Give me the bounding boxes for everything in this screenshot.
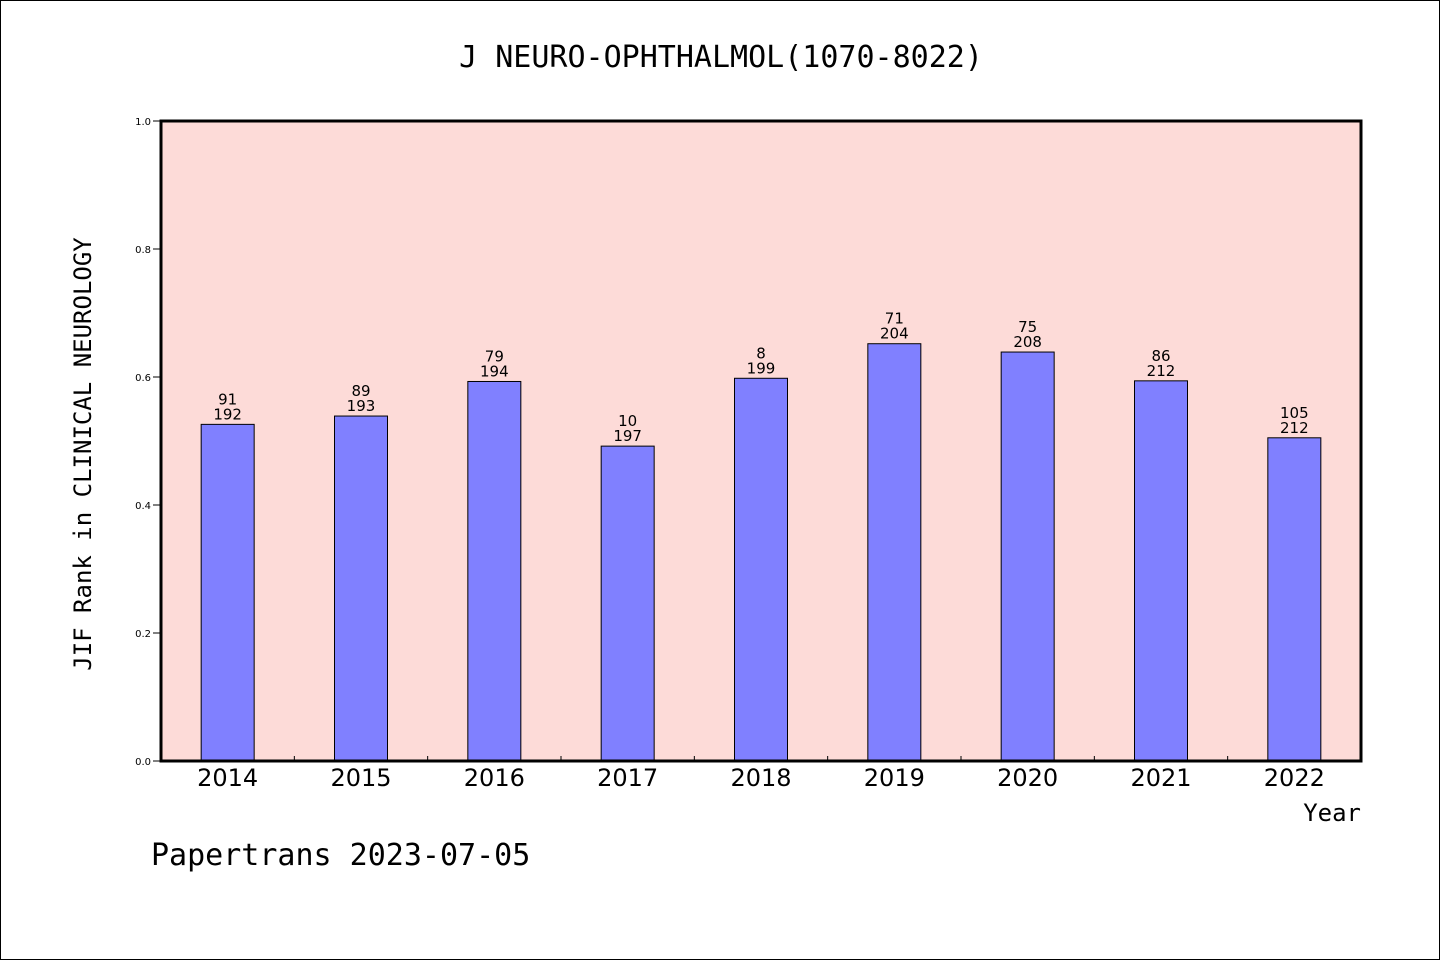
bar bbox=[867, 343, 922, 762]
x-tick-label: 2021 bbox=[1130, 764, 1191, 792]
footer-text: Papertrans 2023-07-05 bbox=[151, 838, 530, 873]
y-tick-label: 1.0 bbox=[135, 117, 151, 128]
bar-label-rank: 75 bbox=[1018, 318, 1037, 336]
bar bbox=[734, 377, 788, 762]
y-axis-label: JIF Rank in CLINICAL NEUROLOGY bbox=[69, 237, 97, 671]
bar-label-total: 204 bbox=[880, 325, 909, 343]
bar bbox=[467, 380, 522, 762]
bar-label-total: 212 bbox=[1147, 362, 1176, 380]
bar-label-total: 197 bbox=[613, 427, 642, 445]
bar-label-total: 193 bbox=[347, 397, 376, 415]
x-tick-label: 2015 bbox=[330, 764, 391, 792]
y-tick-label: 0.4 bbox=[135, 501, 151, 512]
chart-title: J NEURO-OPHTHALMOL(1070-8022) bbox=[459, 40, 983, 75]
x-tick-label: 2016 bbox=[464, 764, 525, 792]
bar bbox=[1267, 437, 1322, 762]
y-tick-label: 0.6 bbox=[135, 373, 151, 384]
x-tick-label: 2018 bbox=[730, 764, 791, 792]
bar bbox=[200, 423, 255, 762]
bar-label-total: 212 bbox=[1280, 419, 1309, 437]
bar-label-rank: 71 bbox=[885, 310, 904, 328]
bar-label-rank: 91 bbox=[218, 390, 237, 408]
bar bbox=[1000, 351, 1055, 762]
bar-label-rank: 10 bbox=[618, 412, 637, 430]
bar-label-rank: 89 bbox=[351, 382, 370, 400]
x-tick-label: 2014 bbox=[197, 764, 258, 792]
y-tick-label: 0.0 bbox=[135, 757, 151, 768]
bar bbox=[1134, 380, 1188, 762]
x-tick-label: 2017 bbox=[597, 764, 658, 792]
bar-label-total: 199 bbox=[747, 359, 776, 377]
x-axis-label: Year bbox=[1303, 799, 1361, 827]
bar-label-rank: 86 bbox=[1151, 347, 1170, 365]
bar bbox=[334, 415, 388, 762]
y-tick-label: 0.8 bbox=[135, 245, 151, 256]
bar-label-rank: 8 bbox=[756, 344, 766, 362]
bar bbox=[600, 445, 655, 762]
bar-label-total: 192 bbox=[213, 405, 242, 423]
x-tick-label: 2020 bbox=[997, 764, 1058, 792]
x-tick-label: 2019 bbox=[864, 764, 925, 792]
bar-label-rank: 79 bbox=[485, 347, 504, 365]
x-tick-label: 2022 bbox=[1264, 764, 1325, 792]
plot-border bbox=[159, 119, 1363, 763]
bar-label-rank: 105 bbox=[1280, 404, 1309, 422]
bar-label-total: 208 bbox=[1013, 333, 1042, 351]
y-tick-label: 0.2 bbox=[135, 629, 151, 640]
bar-label-total: 194 bbox=[480, 362, 509, 380]
